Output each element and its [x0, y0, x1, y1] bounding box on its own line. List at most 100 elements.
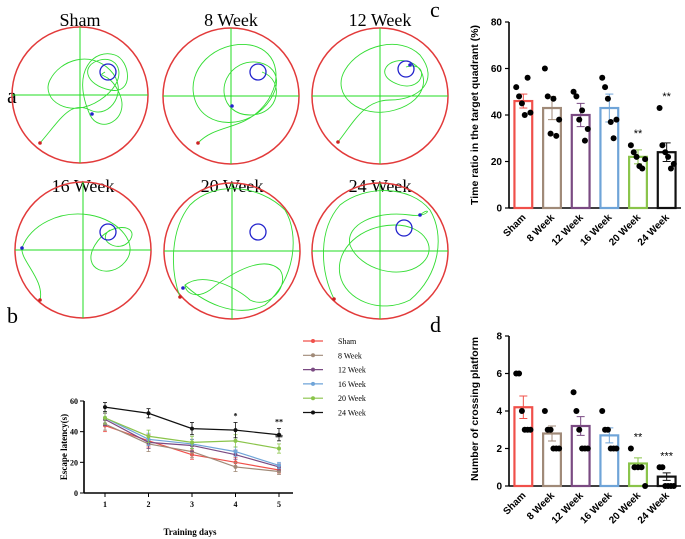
legend-marker: [311, 353, 315, 358]
data-point: [518, 408, 525, 414]
data-point: [638, 464, 645, 471]
pool-8-week: 8 Week: [162, 10, 300, 165]
data-point: [527, 426, 534, 433]
platform-marker: [249, 63, 267, 81]
data-point: [277, 446, 281, 451]
y-axis-label: Time ratio in the target quadrant (%): [469, 25, 481, 205]
y-tick-label: 20: [70, 458, 78, 467]
panel-label-b: b: [7, 303, 18, 328]
y-axis-label: Number of crossing platform: [469, 337, 481, 481]
legend-item: 24 Week: [303, 409, 366, 418]
data-point: [516, 370, 523, 377]
y-ticks: 0 20 40 60: [70, 397, 84, 498]
panel-a-swim-paths: Sham 8 Week 12 Week: [11, 10, 449, 320]
data-point: [570, 88, 577, 95]
data-point: [633, 153, 640, 160]
data-point: [541, 65, 548, 72]
significance-mark: **: [634, 128, 643, 140]
x-tick-label: 3: [190, 500, 194, 509]
data-point: [584, 445, 591, 452]
data-point: [642, 483, 649, 489]
data-point: [277, 469, 281, 474]
significance-mark: **: [275, 433, 283, 442]
end-marker: [408, 63, 412, 67]
swim-path: [173, 188, 294, 311]
data-point: [639, 165, 646, 172]
data-point: [665, 153, 672, 160]
series-24-week: [103, 402, 281, 442]
bar-group-24-week: *** 24 Week: [636, 450, 677, 526]
x-tick-label: Sham: [501, 490, 528, 517]
significance-mark: **: [634, 432, 643, 444]
swim-path: [323, 190, 439, 307]
legend-item: 20 Week: [303, 394, 366, 403]
data-point: [576, 426, 583, 433]
data-point: [584, 125, 591, 132]
start-marker: [196, 141, 200, 145]
data-point: [544, 93, 551, 100]
significance-mark: *: [234, 411, 238, 420]
platform-marker: [99, 63, 117, 81]
y-tick-label: 0: [496, 482, 502, 493]
data-point: [659, 464, 666, 471]
data-point: [627, 142, 634, 149]
platform-marker: [397, 60, 415, 78]
platform-marker: [249, 223, 267, 241]
data-point: [277, 463, 281, 468]
data-point: [524, 74, 531, 81]
data-point: [662, 149, 669, 156]
data-point: [599, 74, 606, 81]
data-point: [570, 389, 577, 396]
legend-marker: [311, 396, 315, 401]
y-ticks: 0 20 40 60 80: [491, 18, 509, 215]
significance-mark: **: [662, 91, 671, 103]
data-point: [630, 149, 637, 156]
end-marker: [90, 112, 94, 116]
bar: [542, 106, 562, 210]
x-tick-label: 24 Week: [636, 490, 672, 526]
panel-label-d: d: [430, 312, 441, 337]
y-tick-label: 2: [496, 444, 502, 455]
data-point: [581, 137, 588, 144]
data-point: [516, 93, 523, 100]
y-tick-label: 80: [491, 18, 503, 29]
data-point: [604, 95, 611, 102]
data-point: [610, 135, 617, 142]
data-point: [547, 130, 554, 137]
x-tick-label: 5: [277, 500, 281, 509]
data-point: [103, 405, 107, 410]
y-tick-label: 6: [496, 369, 502, 380]
pool-24-week: 24 Week: [311, 176, 449, 320]
pool-sham: Sham: [11, 10, 149, 164]
data-point: [573, 408, 580, 414]
data-point: [521, 112, 528, 118]
data-point: [233, 464, 238, 469]
legend-marker: [311, 339, 315, 343]
data-point: [670, 483, 677, 489]
panel-label-c: c: [430, 0, 440, 22]
data-point: [659, 142, 666, 149]
data-point: [518, 100, 525, 107]
series-20-week: [103, 411, 281, 454]
data-point: [513, 84, 520, 91]
data-point: [670, 160, 677, 167]
data-point: [573, 93, 580, 100]
y-tick-label: 4: [496, 407, 502, 418]
y-tick-label: 0: [74, 489, 78, 498]
swim-path: [337, 43, 429, 143]
data-point: [556, 116, 563, 123]
pool-16-week: 16 Week: [14, 176, 152, 319]
significance-mark: ***: [660, 450, 674, 462]
pool-12-week: 12 Week: [311, 10, 449, 165]
legend-marker: [311, 367, 315, 372]
legend-label: Sham: [338, 337, 357, 346]
end-marker: [181, 286, 185, 290]
data-point: [103, 415, 107, 420]
data-point: [233, 449, 238, 454]
start-marker: [38, 141, 42, 145]
data-point: [613, 116, 620, 123]
bar-group-sham: Sham: [501, 74, 534, 239]
